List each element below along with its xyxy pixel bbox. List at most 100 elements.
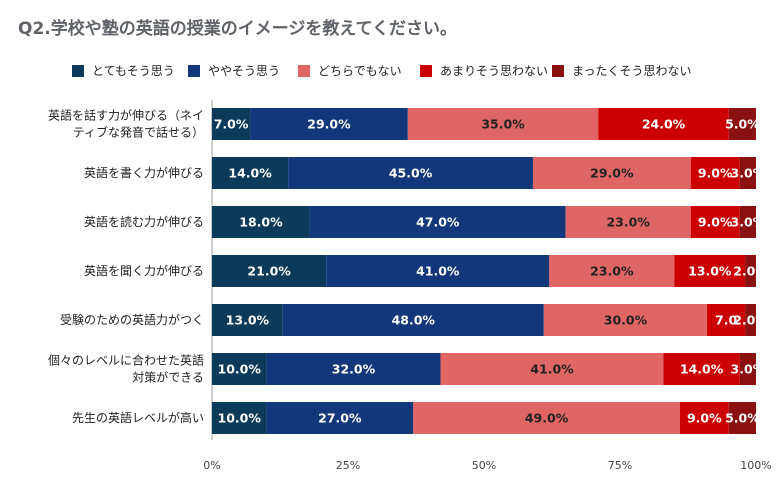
bar-segment: [212, 157, 289, 189]
legend-item: とてもそう思う: [72, 62, 175, 79]
data-label: 23.0%: [590, 264, 634, 279]
x-tick-label: 75%: [608, 459, 632, 472]
category-label: ティブな発音で話せる）: [73, 125, 204, 140]
data-label: 14.0%: [228, 166, 272, 181]
legend-label: あまりそう思わない: [440, 64, 549, 78]
legend-item: ややそう思う: [188, 62, 280, 79]
bar-segment: [598, 108, 729, 140]
data-label: 9.0%: [698, 215, 733, 230]
bar-segment: [407, 108, 599, 140]
bar-segment: [212, 255, 327, 287]
data-label: 49.0%: [525, 411, 569, 426]
data-label: 32.0%: [332, 362, 376, 377]
bar-segment: [282, 304, 544, 336]
data-label: 7.0: [715, 313, 737, 328]
category-label: 英語を聞く力が伸びる: [84, 263, 204, 278]
x-tick-label: 50%: [472, 459, 496, 472]
data-label: 47.0%: [416, 215, 460, 230]
data-label: 5.0%: [725, 411, 760, 426]
data-label: 30.0%: [604, 313, 648, 328]
data-label: 2.0%: [733, 313, 768, 328]
bar-segment: [745, 255, 756, 287]
category-label: 対策ができる: [132, 370, 204, 385]
legend-item: どちらでもない: [298, 62, 402, 79]
bar-segment: [288, 157, 533, 189]
bar-segment: [679, 402, 729, 434]
data-label: 35.0%: [481, 117, 525, 132]
legend-label: とてもそう思う: [92, 64, 175, 78]
category-label: 英語を書く力が伸びる: [84, 165, 204, 180]
bar-segment: [212, 402, 267, 434]
data-label: 23.0%: [606, 215, 650, 230]
data-label: 29.0%: [590, 166, 634, 181]
data-label: 7.0%: [214, 117, 249, 132]
bar-segment: [690, 157, 740, 189]
category-label: 受験のための英語力がつく: [60, 312, 204, 327]
data-label: 14.0%: [680, 362, 724, 377]
legend-swatch: [298, 64, 310, 77]
bar-segment: [690, 206, 740, 238]
bar-segment: [532, 157, 691, 189]
data-label: 9.0%: [687, 411, 722, 426]
category-label: 先生の英語レベルが高い: [72, 410, 204, 425]
bar-segment: [543, 304, 708, 336]
bar-segment: [326, 255, 550, 287]
data-label: 18.0%: [239, 215, 283, 230]
data-label: 24.0%: [642, 117, 686, 132]
bar-segment: [250, 108, 408, 140]
data-label: 10.0%: [218, 411, 262, 426]
data-label: 13.0%: [226, 313, 270, 328]
legend-item: まったくそう思わない: [552, 62, 692, 79]
data-label: 13.0%: [688, 264, 732, 279]
bar-segment: [739, 157, 756, 189]
bar-segment: [212, 108, 251, 140]
x-tick-label: 0%: [203, 459, 220, 472]
legend-label: どちらでもない: [318, 64, 402, 78]
bar-segment: [739, 206, 756, 238]
bar-segment: [212, 353, 267, 385]
category-label: 個々のレベルに合わせた英語: [48, 353, 204, 368]
data-label: 29.0%: [307, 117, 351, 132]
bar-segment: [266, 353, 441, 385]
legend-label: ややそう思う: [208, 64, 281, 78]
data-label: 48.0%: [392, 313, 436, 328]
data-label: 10.0%: [218, 362, 262, 377]
legend-label: まったくそう思わない: [572, 64, 692, 78]
bar-segment: [728, 108, 756, 140]
data-label: 2.0%: [733, 264, 768, 279]
data-label: 3.0%: [731, 362, 766, 377]
category-label: 英語を話す力が伸びる（ネイ: [48, 108, 204, 123]
bar-segment: [212, 304, 283, 336]
data-label: 41.0%: [530, 362, 574, 377]
x-tick-label: 100%: [740, 459, 771, 472]
legend-swatch: [552, 64, 564, 77]
bar-segment: [707, 304, 746, 336]
bar-segment: [266, 402, 414, 434]
bar-segment: [440, 353, 664, 385]
legend-swatch: [420, 64, 432, 77]
legend-swatch: [188, 64, 200, 77]
data-label: 3.0%: [731, 166, 766, 181]
legend-item: あまりそう思わない: [420, 62, 548, 79]
bar-segment: [549, 255, 675, 287]
bar-segment: [739, 353, 756, 385]
chart-legend: とてもそう思う ややそう思う どちらでもない あまりそう思わない まったくそう思わない: [0, 62, 781, 82]
bar-segment: [413, 402, 680, 434]
data-label: 21.0%: [247, 264, 291, 279]
data-label: 5.0%: [725, 117, 760, 132]
data-label: 41.0%: [416, 264, 460, 279]
data-label: 3.0%: [731, 215, 766, 230]
bar-segment: [674, 255, 746, 287]
bar-segment: [745, 304, 756, 336]
data-label: 27.0%: [318, 411, 362, 426]
legend-swatch: [72, 64, 84, 77]
bar-segment: [565, 206, 691, 238]
x-tick-label: 25%: [336, 459, 360, 472]
bar-segment: [728, 402, 756, 434]
bar-segment: [212, 206, 310, 238]
data-label: 45.0%: [389, 166, 433, 181]
bar-segment: [309, 206, 566, 238]
category-label: 英語を読む力が伸びる: [84, 214, 204, 229]
chart-title: Q2.学校や塾の英語の授業のイメージを教えてください。: [18, 19, 458, 39]
